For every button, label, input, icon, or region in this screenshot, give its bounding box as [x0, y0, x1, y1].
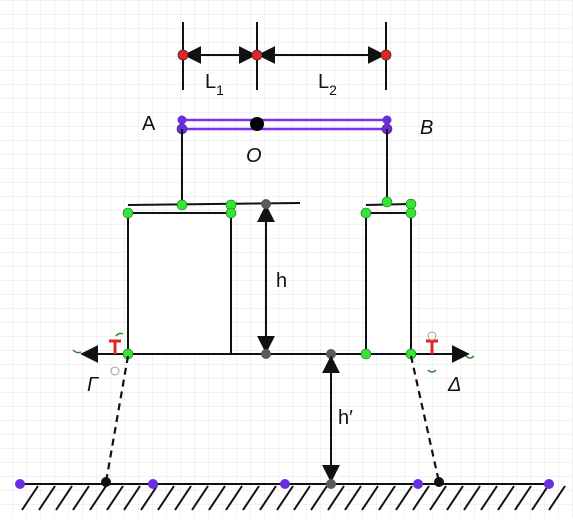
hatch-stroke [140, 485, 158, 511]
label-h-prime: h′ [338, 407, 353, 429]
left-block [127, 202, 301, 355]
label-L2: L2 [318, 71, 337, 98]
hatch-stroke [55, 485, 73, 511]
hatch-stroke [123, 485, 141, 511]
hatch-stroke [429, 485, 447, 511]
mark-right-ring [427, 331, 437, 341]
hatch-stroke [72, 485, 90, 511]
mark-right-green-icon [465, 355, 475, 359]
point-O [250, 117, 264, 131]
hatch-stroke [174, 485, 192, 511]
point-ground-3 [280, 479, 290, 489]
hatch-stroke [191, 485, 209, 511]
hatch-stroke [208, 485, 226, 511]
point-gray-base-h [261, 349, 271, 359]
mark-left-ring [110, 366, 120, 376]
point-green-right-corner3 [405, 207, 417, 219]
label-Delta: Δ [447, 374, 461, 396]
point-green-left-corner1 [122, 207, 134, 219]
hatch-stroke [327, 485, 345, 511]
hatch-stroke [446, 485, 464, 511]
point-ground-hprime [326, 479, 336, 489]
hatch-stroke [378, 485, 396, 511]
hatch-stroke [548, 485, 566, 511]
hatch-stroke [157, 485, 175, 511]
point-red-mid [251, 49, 263, 61]
hatch-stroke [242, 485, 260, 511]
support-right-icon [426, 339, 438, 354]
hatch-stroke [361, 485, 379, 511]
dashed-leg-left [104, 355, 130, 483]
hatch-stroke [531, 485, 549, 511]
hatch-stroke [395, 485, 413, 511]
point-green-base-mid [360, 348, 372, 360]
label-Gamma: Γ [87, 374, 100, 396]
hatch-stroke [259, 485, 277, 511]
point-green-right-top [381, 196, 393, 208]
hatch-stroke [106, 485, 124, 511]
ground-hatch-icon [21, 485, 566, 511]
hatch-stroke [276, 485, 294, 511]
hatch-stroke [497, 485, 515, 511]
label-A: A [142, 113, 156, 135]
point-green-right-corner1 [405, 198, 417, 210]
point-green-left-top [176, 199, 188, 211]
point-B-upper [382, 115, 392, 125]
hatch-stroke [293, 485, 311, 511]
hatch-stroke [463, 485, 481, 511]
beam-AB [182, 118, 387, 131]
point-ground-5 [544, 479, 554, 489]
hatch-stroke [38, 485, 56, 511]
hatch-stroke [344, 485, 362, 511]
support-left-icon [109, 339, 121, 354]
hangers [181, 129, 388, 205]
dashed-leg-right [409, 355, 441, 483]
label-B: B [420, 117, 433, 139]
point-green-right-corner2 [360, 207, 372, 219]
point-green-left-corner3 [225, 207, 237, 219]
point-ground-4 [413, 479, 423, 489]
mark-right-green2-icon [427, 369, 437, 373]
point-red-left [177, 49, 189, 61]
hatch-stroke [21, 485, 39, 511]
point-A-upper [177, 115, 187, 125]
label-h: h [276, 270, 287, 292]
mark-left-green2-icon [115, 332, 124, 337]
point-ground-left-leg [101, 477, 111, 487]
hatch-stroke [310, 485, 328, 511]
hatch-stroke [225, 485, 243, 511]
label-O: O [246, 145, 262, 167]
label-L1: L1 [205, 71, 224, 98]
right-block [365, 203, 412, 355]
point-ground-right-leg [434, 477, 444, 487]
point-gray-h-top [261, 199, 271, 209]
hatch-stroke [412, 485, 430, 511]
hatch-stroke [480, 485, 498, 511]
hatch-stroke [89, 485, 107, 511]
mark-left-green-icon [72, 349, 82, 354]
point-ground-1 [15, 479, 25, 489]
point-ground-2 [148, 479, 158, 489]
hatch-stroke [514, 485, 532, 511]
point-red-right [380, 49, 392, 61]
